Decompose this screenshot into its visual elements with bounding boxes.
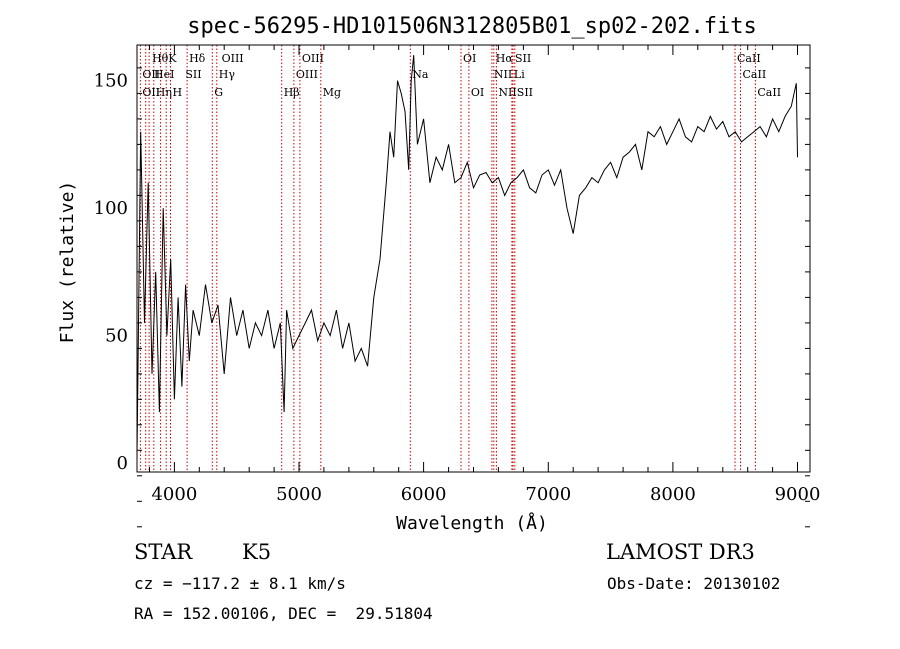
line-label-6: Hα bbox=[496, 52, 514, 65]
spectrum-plot: spec-56295-HD101506N312805B01_sp02-202.f… bbox=[57, 14, 821, 534]
line-label-8: CaII bbox=[737, 52, 761, 65]
line-label-12: Hγ bbox=[219, 68, 236, 81]
redshift-velocity: cz = −117.2 ± 8.1 km/s bbox=[134, 574, 346, 593]
x-tick-label-5000: 5000 bbox=[276, 484, 322, 505]
line-label-1: K bbox=[168, 52, 177, 65]
sky-coordinates: RA = 152.00106, DEC = 29.51804 bbox=[134, 604, 433, 623]
y-tick-label-50: 50 bbox=[105, 326, 128, 347]
observation-date: Obs-Date: 20130102 bbox=[607, 574, 781, 593]
line-label-10: HeI bbox=[154, 68, 174, 81]
line-label-18: OII bbox=[142, 86, 160, 99]
x-tick-label-4000: 4000 bbox=[151, 484, 197, 505]
y-tick-label-150: 150 bbox=[94, 71, 128, 92]
line-label-5: OI bbox=[463, 52, 476, 65]
x-tick-label-9000: 9000 bbox=[775, 484, 821, 505]
line-label-20: H bbox=[173, 86, 183, 99]
series-line-flux bbox=[136, 55, 798, 456]
y-tick-label-0: 0 bbox=[117, 453, 128, 474]
object-type: STAR bbox=[134, 540, 193, 564]
line-label-21: G bbox=[214, 86, 223, 99]
x-axis-label: Wavelength (Å) bbox=[396, 512, 548, 534]
y-tick-label-100: 100 bbox=[94, 198, 128, 219]
line-label-2: Hδ bbox=[189, 52, 206, 65]
line-label-25: NII bbox=[498, 86, 516, 99]
chart-title: spec-56295-HD101506N312805B01_sp02-202.f… bbox=[187, 14, 757, 39]
x-axis-ticks: 4000 5000 6000 7000 8000 9000 bbox=[149, 45, 821, 505]
x-tick-label-7000: 7000 bbox=[525, 484, 571, 505]
x-tick-label-6000: 6000 bbox=[401, 484, 447, 505]
line-label-14: Na bbox=[412, 68, 429, 81]
line-label-15: NII bbox=[494, 68, 512, 81]
line-label-16: Li bbox=[514, 68, 525, 81]
line-label-3: OIII bbox=[222, 52, 244, 65]
line-label-9: OII bbox=[142, 68, 160, 81]
line-label-19: Hη bbox=[156, 86, 172, 99]
line-label-0: Hθ bbox=[152, 52, 169, 65]
plot-frame bbox=[136, 44, 811, 473]
emission-line-markers bbox=[139, 45, 756, 472]
line-label-26: SII bbox=[517, 86, 533, 99]
line-label-4: OIII bbox=[302, 52, 324, 65]
line-label-11: SII bbox=[185, 68, 201, 81]
line-label-17: CaII bbox=[743, 68, 767, 81]
line-label-7: SII bbox=[515, 52, 531, 65]
line-label-24: OI bbox=[471, 86, 484, 99]
y-axis-label: Flux (relative) bbox=[57, 181, 78, 344]
x-tick-label-8000: 8000 bbox=[650, 484, 696, 505]
y-axis-ticks: 0 50 100 150 bbox=[94, 67, 810, 528]
flux-series bbox=[136, 55, 798, 456]
survey-name: LAMOST DR3 bbox=[606, 540, 755, 564]
line-label-13: OIII bbox=[296, 68, 318, 81]
line-label-23: Mg bbox=[323, 86, 341, 99]
spectral-subclass: K5 bbox=[242, 540, 272, 564]
line-label-27: CaII bbox=[757, 86, 781, 99]
line-label-22: Hβ bbox=[284, 86, 300, 99]
